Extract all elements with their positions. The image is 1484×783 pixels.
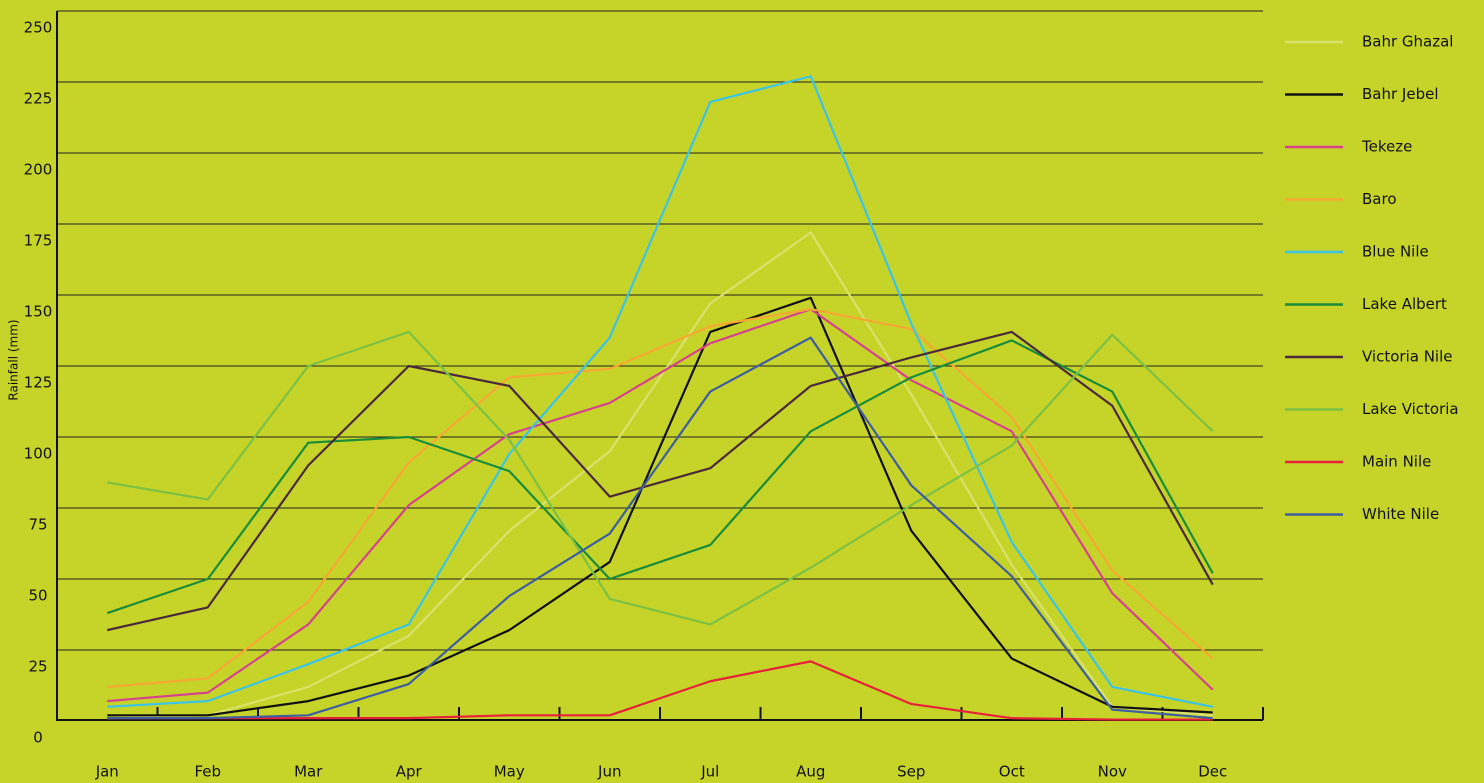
legend-label: Lake Albert (1362, 295, 1447, 313)
legend-label: White Nile (1362, 505, 1439, 523)
series-line (107, 231, 1213, 720)
legend-label: Baro (1362, 190, 1397, 208)
legend-label: Blue Nile (1362, 243, 1429, 261)
y-tick-label: 225 (24, 90, 53, 108)
x-tick-label: Jul (700, 763, 719, 781)
y-tick-label: 250 (24, 19, 53, 37)
series-line (107, 308, 1214, 689)
x-tick-label: Aug (796, 763, 825, 781)
x-tick-label: May (494, 763, 525, 781)
x-tick-label: Apr (396, 763, 423, 781)
y-tick-label: 50 (28, 587, 47, 605)
series-line (107, 75, 1213, 708)
y-tick-label: 0 (33, 729, 43, 747)
x-tick-label: Mar (294, 763, 323, 781)
series-line (107, 660, 1213, 721)
x-tick-label: Nov (1098, 763, 1127, 781)
y-tick-label: 175 (24, 232, 53, 250)
series-line (107, 330, 1214, 632)
series-line (106, 339, 1214, 615)
series-line (107, 296, 1213, 717)
x-tick-label: Oct (999, 763, 1025, 781)
x-tick-label: Feb (194, 763, 221, 781)
y-tick-label: 100 (24, 445, 53, 463)
x-tick-label: Jan (95, 763, 119, 781)
legend-label: Bahr Ghazal (1362, 33, 1453, 51)
legend-label: Lake Victoria (1362, 400, 1459, 418)
x-tick-label: Dec (1198, 763, 1227, 781)
legend-label: Bahr Jebel (1362, 85, 1439, 103)
legend-label: Victoria Nile (1362, 348, 1452, 366)
legend-label: Main Nile (1362, 453, 1431, 471)
y-tick-label: 125 (24, 374, 53, 392)
series-line (107, 336, 1213, 720)
y-tick-label: 25 (28, 658, 47, 676)
x-tick-label: Sep (897, 763, 925, 781)
x-tick-label: Jun (597, 763, 621, 781)
y-tick-label: 75 (28, 516, 47, 534)
y-tick-label: 150 (24, 303, 53, 321)
y-axis-label: Rainfall (mm) (7, 319, 21, 400)
series-line (107, 308, 1214, 703)
series-line (107, 330, 1214, 626)
y-tick-label: 200 (24, 161, 53, 179)
legend-label: Tekeze (1361, 138, 1412, 156)
